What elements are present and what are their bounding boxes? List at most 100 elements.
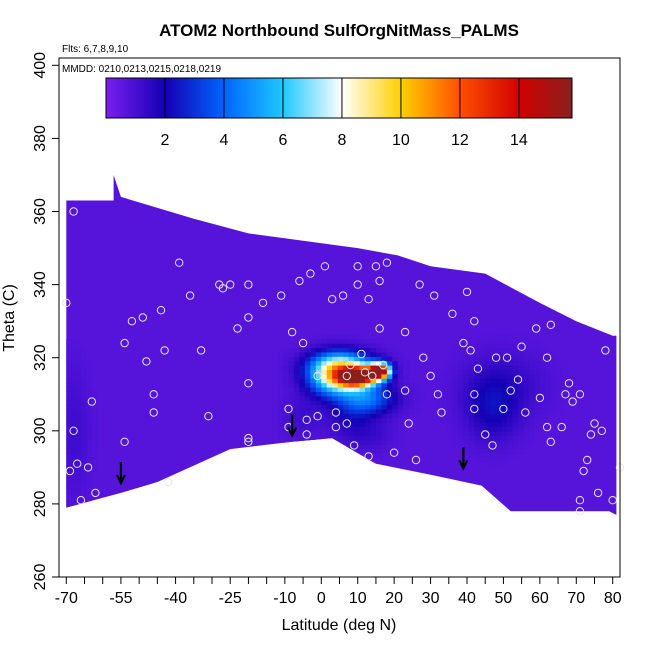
field-cell — [354, 382, 361, 388]
colorbar-tick-label: 6 — [279, 132, 288, 149]
field-cell — [315, 382, 322, 388]
field-cell — [348, 417, 355, 423]
field-cell — [370, 417, 377, 423]
field-cell — [479, 365, 486, 370]
field-cell — [463, 386, 470, 392]
field-cell — [392, 422, 399, 428]
field-cell — [550, 356, 557, 362]
field-cell — [64, 519, 70, 524]
field-cell — [403, 413, 410, 419]
field-cell — [354, 400, 361, 406]
field-cell — [414, 382, 421, 388]
field-cell — [485, 400, 492, 406]
field-cell — [354, 435, 361, 441]
field-cell — [496, 457, 503, 463]
field-cell — [392, 382, 399, 388]
field-cell — [463, 369, 470, 375]
field-cell — [66, 360, 71, 366]
observation-point — [320, 262, 330, 271]
field-cell — [512, 417, 519, 423]
field-cell — [283, 391, 290, 397]
observation-point — [400, 327, 410, 337]
x-tick-label: 0 — [317, 590, 326, 607]
field-cell — [69, 492, 76, 498]
field-cell — [381, 404, 388, 410]
field-cell — [86, 426, 93, 432]
field-cell — [69, 347, 76, 353]
field-cell — [304, 408, 311, 414]
field-cell — [561, 369, 568, 375]
field-cell — [326, 413, 333, 419]
colorbar-tick-label: 4 — [220, 132, 229, 149]
field-cell — [370, 373, 377, 379]
field-cell — [485, 448, 492, 454]
field-cell — [283, 378, 290, 384]
observation-point — [506, 386, 515, 395]
field-cell — [501, 426, 508, 432]
field-cell — [479, 334, 486, 340]
field-cell — [80, 417, 87, 423]
observation-point — [331, 408, 341, 417]
field-cell — [501, 338, 508, 344]
field-cell — [283, 400, 290, 406]
field-cell — [370, 391, 377, 397]
field-cell — [304, 404, 311, 410]
field-cell — [485, 422, 492, 428]
field-cell — [375, 386, 382, 392]
field-cell — [375, 435, 382, 441]
field-cell — [283, 395, 290, 401]
field-cell — [528, 373, 535, 379]
field-cell — [326, 373, 333, 379]
field-cell — [528, 347, 535, 353]
field-cell — [512, 435, 519, 441]
observation-point — [389, 448, 399, 457]
field-cell — [359, 391, 366, 397]
field-cell — [479, 369, 486, 375]
field-cell — [66, 356, 71, 362]
field-cell — [348, 435, 355, 441]
field-cell — [392, 439, 399, 445]
field-cell — [337, 395, 344, 401]
field-cell — [86, 422, 93, 428]
field-cell — [381, 413, 388, 419]
field-cell — [496, 443, 503, 449]
field-cell — [91, 408, 98, 414]
field-cell — [550, 360, 557, 366]
field-cell — [496, 422, 503, 428]
field-cell — [419, 400, 426, 406]
field-cell — [321, 443, 328, 449]
field-cell — [66, 400, 71, 406]
field-cell — [75, 443, 82, 449]
field-cell — [457, 365, 464, 370]
field-cell — [496, 391, 503, 397]
field-cell — [397, 351, 404, 357]
field-cell — [310, 408, 317, 414]
observation-point — [185, 291, 195, 300]
x-axis: -70 -55 -40 -25 -10 0 10 20 30 40 50 60 70 80 — [55, 577, 622, 607]
field-cell — [277, 408, 284, 414]
field-cell — [337, 400, 344, 406]
field-cell — [59, 475, 65, 480]
field-cell — [534, 356, 541, 362]
field-cell — [512, 452, 519, 458]
field-cell — [496, 439, 503, 445]
field-cell — [463, 426, 470, 432]
field-cell — [528, 391, 535, 397]
field-cell — [539, 395, 546, 401]
field-cell — [75, 343, 82, 349]
field-cell — [518, 382, 525, 388]
field-cell — [528, 343, 535, 349]
field-cell — [381, 386, 388, 392]
field-cell — [496, 404, 503, 410]
field-cell — [463, 378, 470, 384]
field-cell — [348, 408, 355, 414]
field-cell — [299, 443, 306, 449]
field-cell — [337, 422, 344, 428]
field-cell — [496, 369, 503, 375]
field-cell — [75, 400, 82, 406]
field-cell — [304, 347, 311, 353]
field-cell — [277, 430, 284, 436]
field-cell — [354, 395, 361, 401]
field-cell — [528, 417, 535, 423]
field-cell — [496, 365, 503, 370]
